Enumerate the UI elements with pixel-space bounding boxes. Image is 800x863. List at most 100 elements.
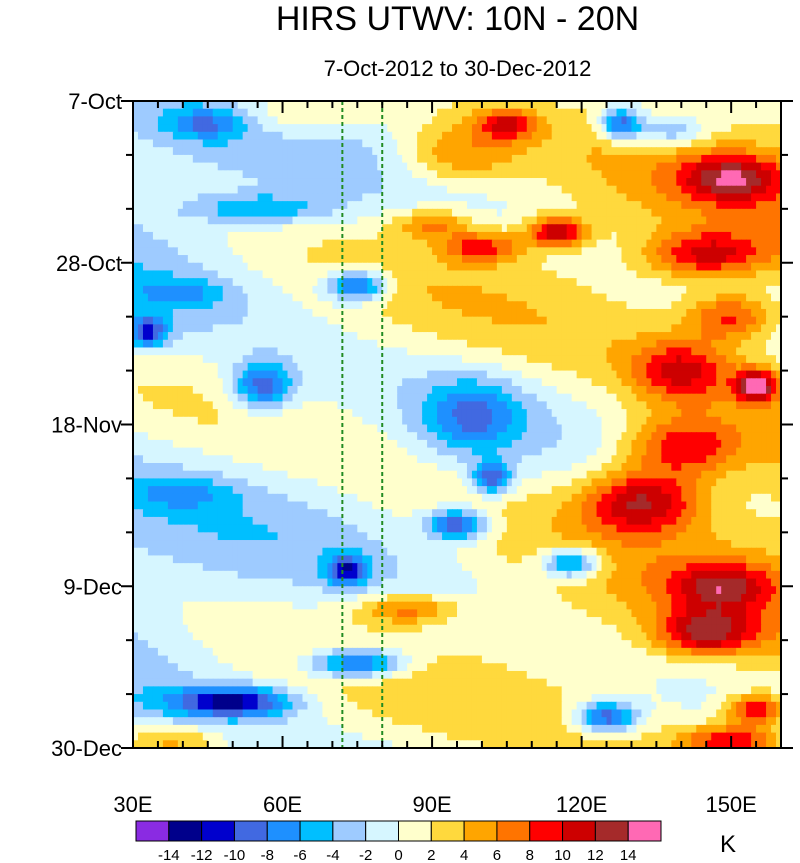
heatmap-cell xyxy=(227,270,234,279)
heatmap-cell xyxy=(571,285,578,295)
heatmap-cell xyxy=(616,193,623,202)
heatmap-cell xyxy=(671,293,677,302)
heatmap-cell xyxy=(342,131,348,141)
heatmap-cell xyxy=(267,185,274,195)
heatmap-cell xyxy=(297,124,304,133)
heatmap-cell xyxy=(287,201,294,210)
heatmap-cell xyxy=(322,101,328,110)
heatmap-cell xyxy=(481,270,488,279)
heatmap-cell xyxy=(491,170,498,179)
heatmap-cell xyxy=(247,378,254,387)
heatmap-cell xyxy=(447,208,453,218)
heatmap-cell xyxy=(257,278,264,287)
heatmap-cell xyxy=(606,362,613,372)
heatmap-cell xyxy=(496,116,503,125)
heatmap-cell xyxy=(372,124,378,133)
heatmap-cell xyxy=(536,224,543,233)
heatmap-cell xyxy=(516,262,523,272)
heatmap-cell xyxy=(327,332,333,341)
heatmap-cell xyxy=(731,385,737,395)
heatmap-cell xyxy=(636,170,643,179)
heatmap-cell xyxy=(716,255,722,264)
heatmap-cell xyxy=(137,101,144,110)
heatmap-cell xyxy=(357,224,363,233)
heatmap-cell xyxy=(272,201,279,210)
heatmap-cell xyxy=(312,270,319,279)
heatmap-cell xyxy=(357,385,363,395)
heatmap-cell xyxy=(586,178,593,187)
heatmap-cell xyxy=(761,332,767,341)
heatmap-cell xyxy=(422,208,428,218)
heatmap-cell xyxy=(526,308,533,318)
heatmap-cell xyxy=(322,362,328,372)
heatmap-cell xyxy=(282,285,289,295)
heatmap-cell xyxy=(566,355,573,364)
heatmap-cell xyxy=(526,378,533,387)
heatmap-cell xyxy=(481,239,488,248)
heatmap-cell xyxy=(307,362,314,372)
heatmap-cell xyxy=(721,293,727,302)
heatmap-cell xyxy=(671,101,677,110)
heatmap-cell xyxy=(661,293,667,302)
heatmap-cell xyxy=(611,385,618,395)
heatmap-cell xyxy=(751,278,757,287)
heatmap-cell xyxy=(447,270,453,279)
heatmap-cell xyxy=(347,355,353,364)
heatmap-cell xyxy=(651,231,657,241)
heatmap-cell xyxy=(297,154,304,164)
heatmap-cell xyxy=(726,139,732,148)
heatmap-cell xyxy=(252,370,259,379)
heatmap-cell xyxy=(676,124,682,133)
heatmap-cell xyxy=(312,216,319,225)
heatmap-cell xyxy=(596,324,603,333)
heatmap-cell xyxy=(337,270,343,279)
heatmap-cell xyxy=(142,154,149,164)
heatmap-cell xyxy=(332,239,338,248)
heatmap-cell xyxy=(741,193,747,202)
heatmap-cell xyxy=(601,278,608,287)
heatmap-cell xyxy=(133,116,139,125)
heatmap-cell xyxy=(347,285,353,295)
heatmap-cell xyxy=(452,185,458,195)
heatmap-cell xyxy=(501,147,508,156)
heatmap-cell xyxy=(202,108,209,117)
heatmap-cell xyxy=(262,201,269,210)
heatmap-cell xyxy=(407,216,413,225)
heatmap-cell xyxy=(397,108,403,117)
heatmap-cell xyxy=(511,378,518,387)
heatmap-cell xyxy=(671,355,677,364)
heatmap-cell xyxy=(651,278,657,287)
heatmap-cell xyxy=(751,208,757,218)
heatmap-cell xyxy=(626,216,633,225)
heatmap-cell xyxy=(676,131,682,141)
heatmap-cell xyxy=(766,355,772,364)
heatmap-cell xyxy=(741,208,747,218)
heatmap-cell xyxy=(691,285,697,295)
heatmap-cell xyxy=(212,324,219,333)
heatmap-cell xyxy=(481,355,488,364)
heatmap-cell xyxy=(457,316,463,325)
heatmap-cell xyxy=(442,147,448,156)
heatmap-cell xyxy=(556,270,563,279)
heatmap-cell xyxy=(651,178,657,187)
heatmap-cell xyxy=(222,316,229,325)
heatmap-cell xyxy=(711,301,717,310)
heatmap-cell xyxy=(616,139,623,148)
heatmap-cell xyxy=(207,339,214,349)
heatmap-cell xyxy=(521,185,528,195)
heatmap-cell xyxy=(596,347,603,356)
heatmap-cell xyxy=(442,324,448,333)
heatmap-cell xyxy=(601,154,608,164)
heatmap-cell xyxy=(187,332,194,341)
heatmap-cell xyxy=(731,270,737,279)
heatmap-cell xyxy=(476,347,483,356)
heatmap-cell xyxy=(232,147,239,156)
heatmap-cell xyxy=(327,239,333,248)
heatmap-cell xyxy=(172,270,179,279)
heatmap-cell xyxy=(481,301,488,310)
heatmap-cell xyxy=(437,101,443,110)
heatmap-cell xyxy=(337,247,343,256)
heatmap-cell xyxy=(452,139,458,148)
heatmap-cell xyxy=(731,362,737,372)
heatmap-cell xyxy=(377,185,383,195)
